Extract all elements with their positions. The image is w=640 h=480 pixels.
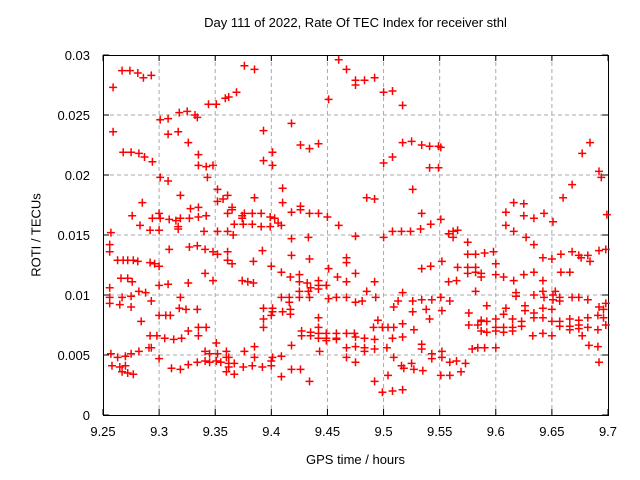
x-tick-label: 9.25 [90, 424, 116, 439]
y-tick-label: 0.005 [57, 348, 90, 363]
x-tick-label: 9.65 [539, 424, 565, 439]
chart-title: Day 111 of 2022, Rate Of TEC Index for r… [204, 15, 507, 30]
x-tick-label: 9.3 [150, 424, 169, 439]
x-tick-label: 9.35 [202, 424, 228, 439]
x-tick-label: 9.4 [262, 424, 281, 439]
y-tick-label: 0.015 [57, 228, 90, 243]
y-tick-label: 0.025 [57, 108, 90, 123]
y-tick-label: 0 [82, 408, 90, 423]
x-tick-label: 9.6 [486, 424, 505, 439]
x-axis-title: GPS time / hours [306, 452, 405, 467]
y-tick-label: 0.01 [64, 288, 90, 303]
y-tick-label: 0.02 [64, 168, 90, 183]
x-tick-label: 9.5 [374, 424, 393, 439]
x-tick-label: 9.7 [598, 424, 618, 439]
scatter-points [105, 55, 611, 397]
y-tick-label: 0.03 [64, 48, 90, 63]
x-tick-label: 9.55 [427, 424, 453, 439]
x-tick-label: 9.45 [314, 424, 341, 439]
tick-marks [102, 54, 609, 416]
